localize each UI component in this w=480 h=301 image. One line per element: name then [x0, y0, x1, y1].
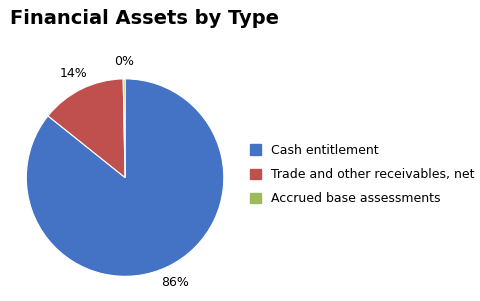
Text: Financial Assets by Type: Financial Assets by Type	[10, 9, 278, 28]
Wedge shape	[123, 79, 125, 178]
Wedge shape	[26, 79, 223, 276]
Wedge shape	[48, 79, 125, 178]
Text: 14%: 14%	[60, 67, 87, 79]
Text: 0%: 0%	[114, 54, 134, 68]
Legend: Cash entitlement, Trade and other receivables, net, Accrued base assessments: Cash entitlement, Trade and other receiv…	[250, 144, 474, 205]
Text: 86%: 86%	[161, 276, 189, 289]
